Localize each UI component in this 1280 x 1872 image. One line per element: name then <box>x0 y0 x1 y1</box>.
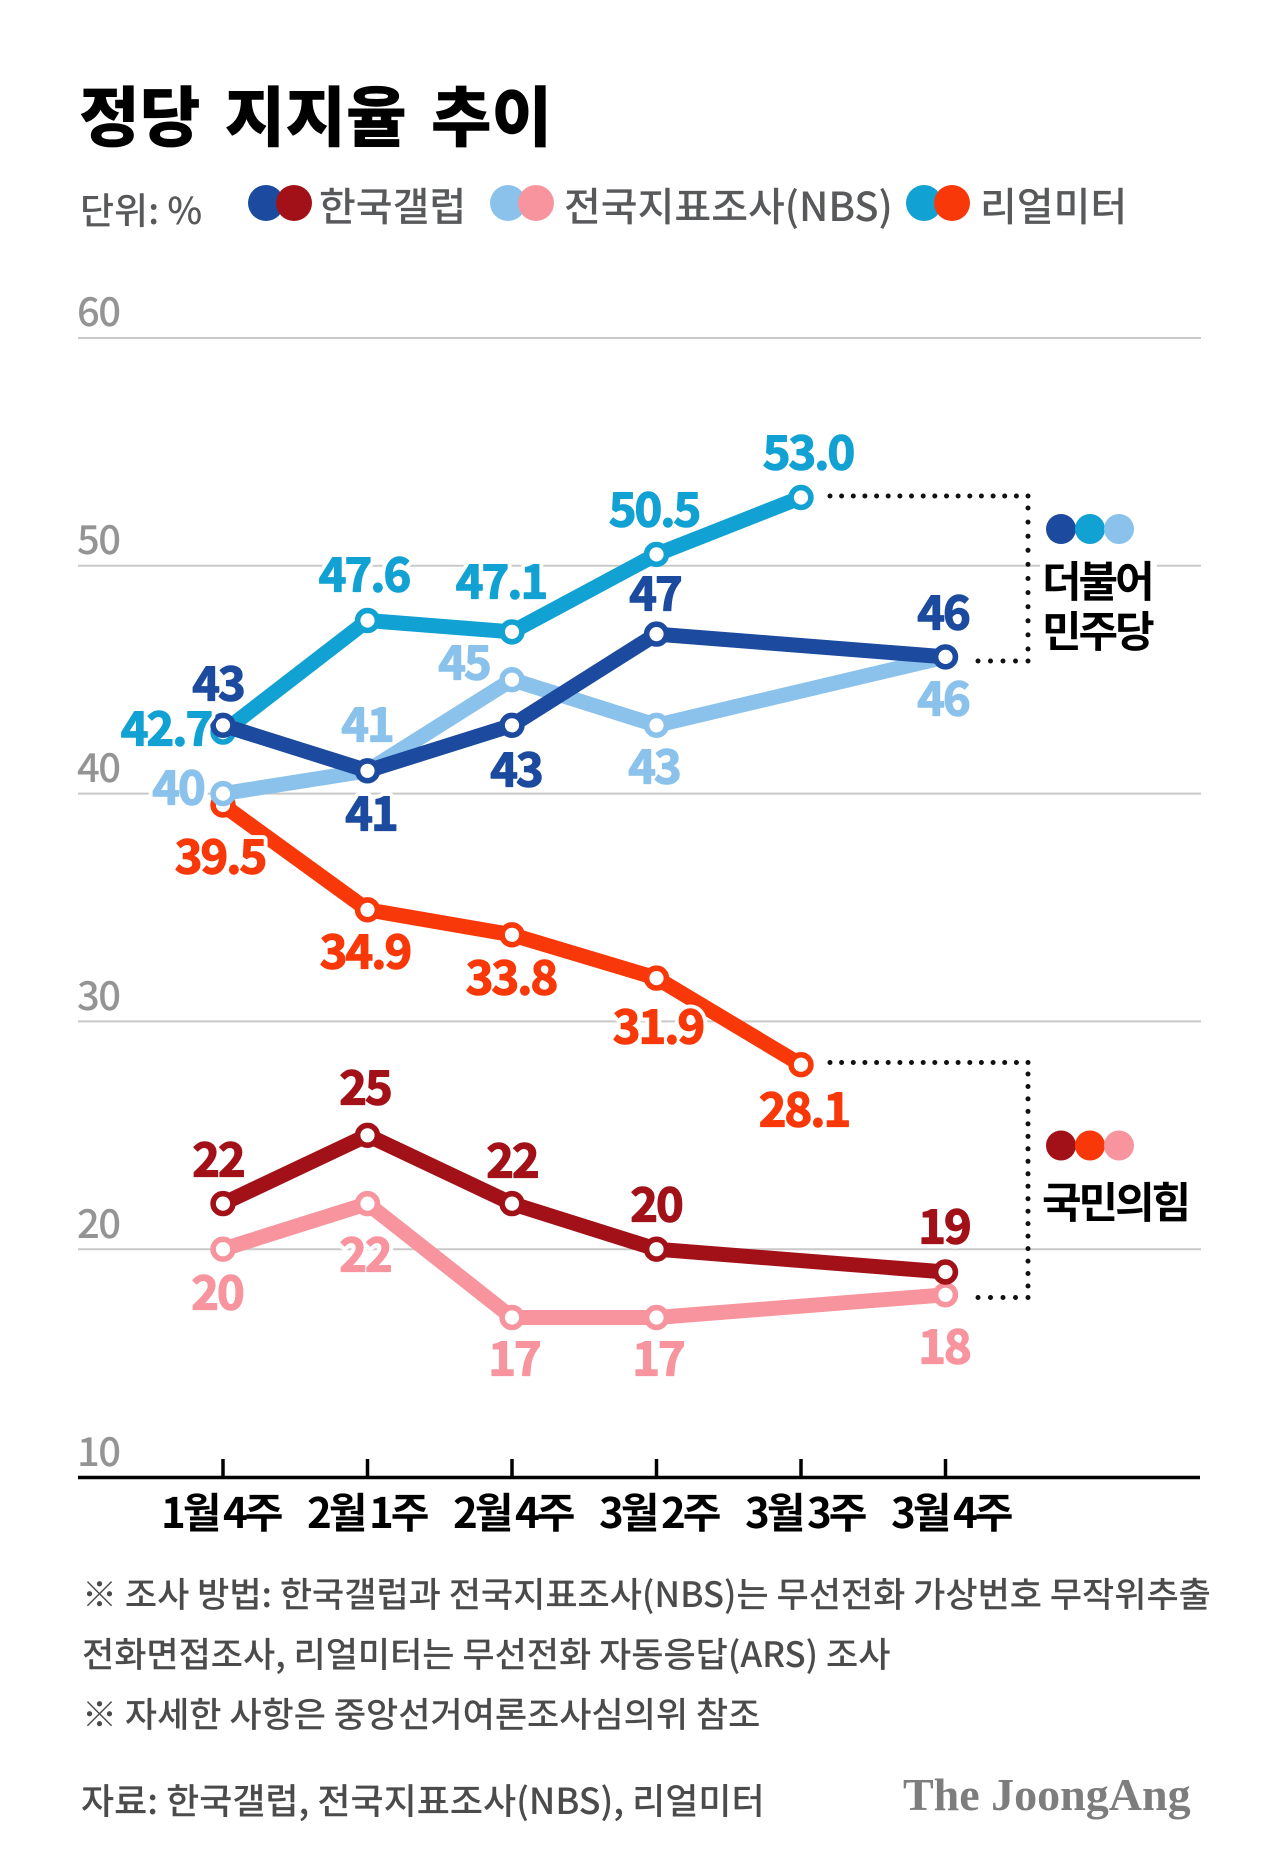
svg-text:31.9: 31.9 <box>613 989 704 1058</box>
svg-text:41: 41 <box>341 687 392 756</box>
svg-text:47.1: 47.1 <box>456 544 546 613</box>
svg-text:39.5: 39.5 <box>175 819 266 888</box>
svg-text:17: 17 <box>632 1321 684 1390</box>
svg-text:31.9: 31.9 <box>613 989 704 1058</box>
svg-text:47.6: 47.6 <box>319 537 410 606</box>
svg-text:28.1: 28.1 <box>759 1072 849 1141</box>
svg-text:43: 43 <box>628 729 680 798</box>
svg-text:22: 22 <box>486 1123 538 1192</box>
svg-text:17: 17 <box>632 1321 684 1390</box>
svg-text:39.5: 39.5 <box>175 819 266 888</box>
svg-text:46: 46 <box>917 575 969 644</box>
svg-text:19: 19 <box>918 1189 970 1258</box>
svg-text:47.6: 47.6 <box>319 537 410 606</box>
svg-text:41: 41 <box>341 687 392 756</box>
svg-text:2월 4주: 2월 4주 <box>453 1480 574 1541</box>
svg-text:33.8: 33.8 <box>466 940 557 1009</box>
svg-text:22: 22 <box>339 1217 391 1286</box>
svg-text:34.9: 34.9 <box>320 914 411 983</box>
svg-text:22: 22 <box>339 1217 391 1286</box>
svg-text:28.1: 28.1 <box>759 1072 849 1141</box>
svg-text:41: 41 <box>345 776 396 845</box>
svg-text:1월 4주: 1월 4주 <box>161 1480 282 1541</box>
svg-text:46: 46 <box>917 661 969 730</box>
svg-text:47: 47 <box>629 556 681 625</box>
svg-text:3월 2주: 3월 2주 <box>599 1480 720 1541</box>
svg-text:43: 43 <box>490 732 542 801</box>
svg-text:3월 3주: 3월 3주 <box>745 1480 866 1541</box>
svg-text:2월 1주: 2월 1주 <box>307 1480 428 1541</box>
svg-text:17: 17 <box>488 1321 540 1390</box>
svg-text:47: 47 <box>629 556 681 625</box>
svg-text:53.0: 53.0 <box>763 415 854 484</box>
svg-text:18: 18 <box>918 1309 970 1378</box>
svg-text:40: 40 <box>152 750 204 819</box>
svg-text:50: 50 <box>77 508 120 566</box>
svg-text:34.9: 34.9 <box>320 914 411 983</box>
svg-text:46: 46 <box>917 661 969 730</box>
svg-text:3월 4주: 3월 4주 <box>891 1480 1012 1541</box>
svg-text:47.1: 47.1 <box>456 544 546 613</box>
svg-text:20: 20 <box>630 1167 682 1236</box>
svg-text:33.8: 33.8 <box>466 940 557 1009</box>
svg-text:43: 43 <box>628 729 680 798</box>
svg-text:42.7: 42.7 <box>121 691 212 760</box>
svg-text:50.5: 50.5 <box>609 472 700 541</box>
svg-text:25: 25 <box>339 1050 391 1119</box>
svg-text:40: 40 <box>152 750 204 819</box>
svg-text:20: 20 <box>630 1167 682 1236</box>
svg-text:22: 22 <box>486 1123 538 1192</box>
svg-text:43: 43 <box>490 732 542 801</box>
svg-text:20: 20 <box>191 1255 243 1324</box>
svg-text:20: 20 <box>77 1192 120 1250</box>
svg-text:19: 19 <box>918 1189 970 1258</box>
svg-text:10: 10 <box>77 1420 120 1478</box>
svg-text:30: 30 <box>77 964 120 1022</box>
svg-text:53.0: 53.0 <box>763 415 854 484</box>
svg-text:22: 22 <box>192 1122 244 1191</box>
svg-text:45: 45 <box>438 625 490 694</box>
svg-text:41: 41 <box>345 776 396 845</box>
svg-text:45: 45 <box>438 625 490 694</box>
svg-text:25: 25 <box>339 1050 391 1119</box>
svg-text:20: 20 <box>191 1255 243 1324</box>
svg-text:국민의힘: 국민의힘 <box>1042 1169 1188 1231</box>
svg-text:17: 17 <box>488 1321 540 1390</box>
svg-text:43: 43 <box>192 646 244 715</box>
svg-text:46: 46 <box>917 575 969 644</box>
svg-text:22: 22 <box>192 1122 244 1191</box>
svg-text:더불어: 더불어 <box>1042 548 1152 610</box>
svg-text:40: 40 <box>77 736 120 794</box>
svg-text:50.5: 50.5 <box>609 472 700 541</box>
svg-text:민주당: 민주당 <box>1042 598 1154 660</box>
svg-text:43: 43 <box>192 646 244 715</box>
svg-text:18: 18 <box>918 1309 970 1378</box>
svg-text:60: 60 <box>77 280 120 338</box>
svg-text:42.7: 42.7 <box>121 691 212 760</box>
